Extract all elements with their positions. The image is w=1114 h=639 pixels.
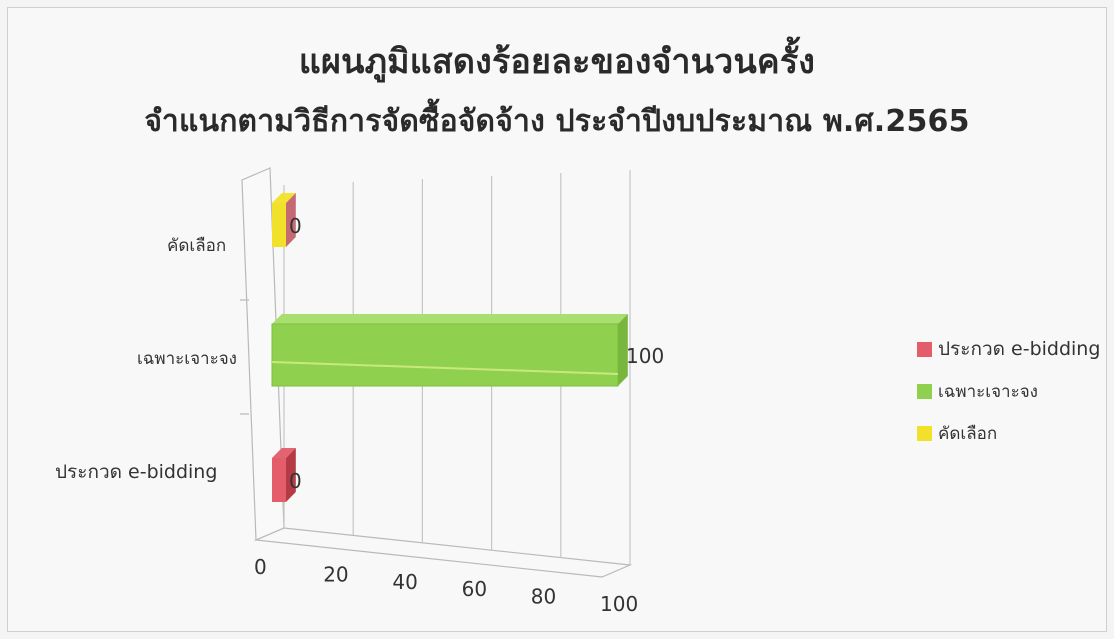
category-label-2: คัดเลือก (167, 236, 227, 256)
legend: ประกวด e-bidding เฉพาะเจาะจง คัดเลือก (917, 337, 1100, 463)
x-tick-label-1: 20 (323, 562, 348, 586)
chart-title: แผนภูมิแสดงร้อยละของจำนวนครั้ง (298, 42, 816, 82)
data-label-0: 0 (289, 469, 302, 493)
bar-front-2 (272, 203, 286, 247)
bar-front-0 (272, 458, 286, 502)
bar-highlight-1 (271, 361, 619, 375)
bar-front-1 (271, 323, 619, 387)
legend-item-1: เฉพาะเจาะจง (917, 379, 1100, 403)
legend-item-2: คัดเลือก (917, 421, 1100, 445)
legend-label-0: ประกวด e-bidding (938, 338, 1101, 360)
x-tick-label-5: 100 (600, 592, 638, 616)
legend-swatch-0 (917, 341, 932, 357)
labels-layer: 0 20 40 60 80 100 0 100 0 (254, 214, 664, 616)
x-tick-label-2: 40 (392, 570, 417, 594)
x-tick-label-4: 80 (531, 585, 556, 609)
legend-swatch-1 (917, 383, 932, 399)
bar-side-1 (618, 314, 628, 386)
legend-swatch-2 (917, 425, 932, 441)
legend-item-0: ประกวด e-bidding (917, 337, 1100, 361)
floor-plane (253, 527, 633, 578)
category-label-1: เฉพาะเจาะจง (137, 349, 237, 369)
x-tick-label-0: 0 (254, 555, 267, 579)
category-label-0: ประกวด e-bidding (55, 461, 218, 483)
bar-side-2 (286, 193, 296, 247)
bars-layer (271, 193, 628, 502)
legend-label-2: คัดเลือก (938, 423, 998, 444)
x-tick-label-3: 60 (462, 577, 487, 601)
legend-label-1: เฉพาะเจาะจง (938, 381, 1038, 402)
bar-side-0 (286, 448, 296, 502)
chart-subtitle: จำแนกตามวิธีการจัดซื้อจัดจ้าง ประจำปีงบป… (144, 104, 970, 139)
bar-top-2 (272, 193, 296, 203)
bar-top-1 (272, 314, 628, 324)
data-label-1: 100 (626, 344, 664, 368)
bar-top-0 (272, 448, 296, 458)
data-label-2: 0 (289, 214, 302, 238)
